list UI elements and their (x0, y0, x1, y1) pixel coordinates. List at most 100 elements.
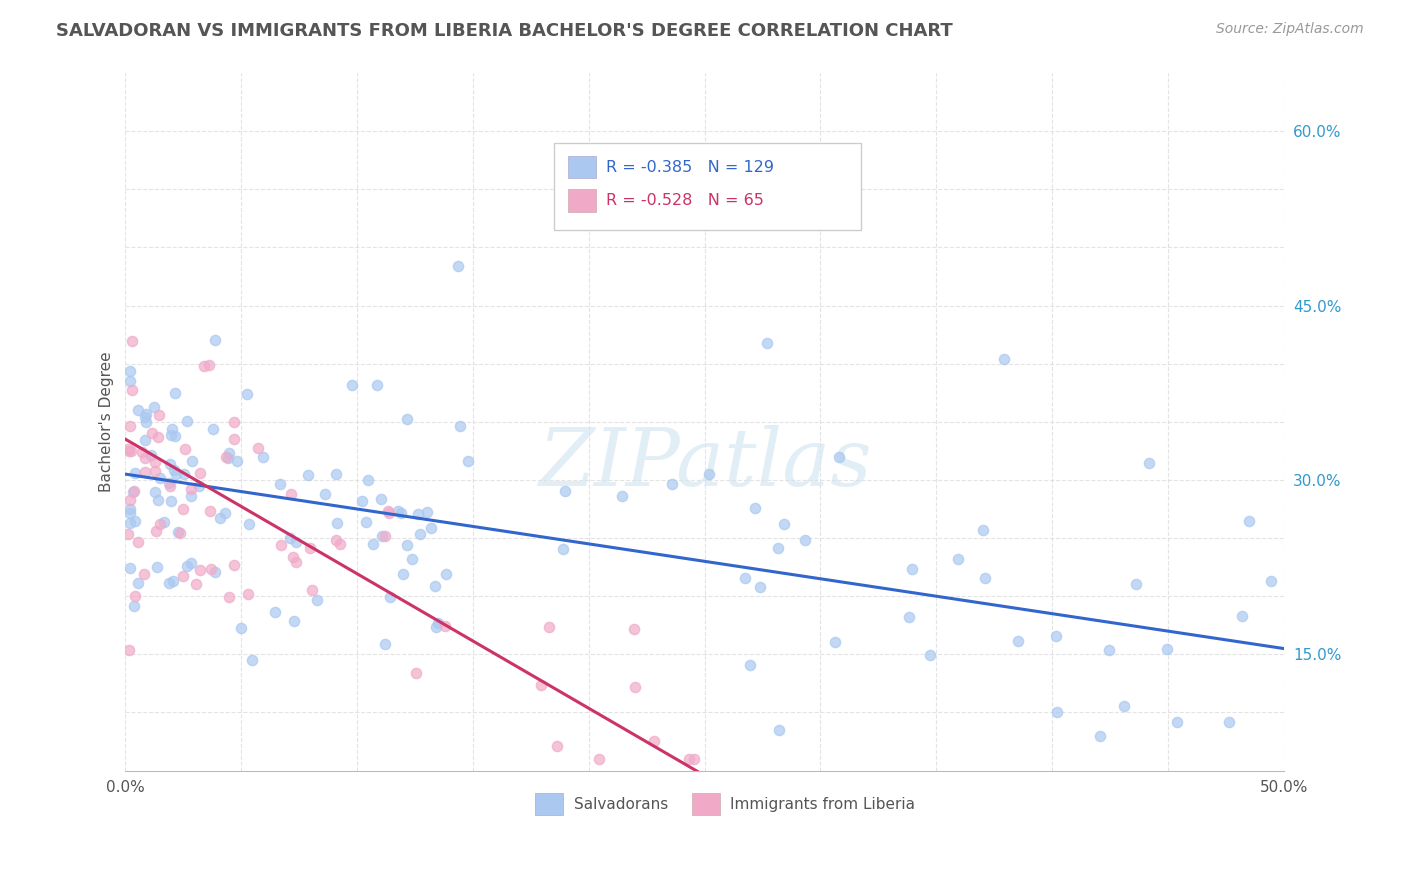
Point (766, 541, 789, 555)
Point (134, 409, 156, 424)
Point (120, 444, 142, 458)
Point (340, 377, 363, 392)
Point (224, 415, 246, 429)
Point (993, 352, 1015, 367)
Point (538, 619, 561, 633)
FancyBboxPatch shape (536, 793, 564, 815)
Point (449, 418, 471, 433)
Point (176, 414, 198, 428)
Point (169, 526, 191, 541)
Point (392, 567, 415, 582)
Point (139, 448, 162, 462)
Text: R = -0.385   N = 129: R = -0.385 N = 129 (606, 160, 775, 175)
Point (1237, 514, 1260, 528)
Point (401, 552, 423, 566)
Text: ZIPatlas: ZIPatlas (537, 425, 872, 502)
Point (172, 568, 194, 582)
Point (152, 515, 174, 529)
Point (1125, 576, 1147, 591)
Point (173, 467, 195, 482)
Point (354, 515, 377, 529)
Point (378, 591, 401, 605)
Point (246, 442, 269, 456)
Point (1218, 714, 1240, 729)
Point (224, 432, 246, 446)
Point (683, 752, 706, 766)
Point (124, 589, 146, 603)
Point (554, 483, 576, 498)
Point (238, 587, 260, 601)
Point (143, 455, 166, 469)
Point (143, 485, 166, 500)
Point (159, 479, 181, 493)
Point (148, 408, 170, 422)
Point (329, 537, 352, 551)
Point (697, 467, 720, 482)
Point (284, 534, 307, 549)
FancyBboxPatch shape (568, 156, 596, 178)
Point (134, 450, 156, 465)
Point (118, 642, 141, 657)
Point (773, 517, 796, 532)
Point (610, 489, 633, 503)
Point (1098, 643, 1121, 657)
Point (240, 653, 263, 667)
Point (425, 579, 447, 593)
Point (326, 516, 349, 531)
Point (357, 474, 380, 488)
Point (1045, 629, 1067, 643)
Point (204, 334, 226, 348)
Point (173, 442, 195, 457)
Point (226, 454, 249, 468)
Point (214, 506, 236, 520)
Point (163, 462, 186, 476)
Point (352, 494, 374, 508)
Point (142, 400, 165, 414)
Point (236, 387, 259, 401)
Point (269, 477, 291, 491)
Point (409, 527, 432, 541)
Point (973, 572, 995, 586)
Point (946, 552, 969, 566)
Point (222, 558, 245, 572)
Point (588, 752, 610, 766)
Point (121, 484, 143, 499)
Point (1137, 457, 1160, 471)
Point (215, 450, 238, 464)
Point (416, 505, 439, 519)
Point (201, 422, 224, 436)
Point (420, 521, 443, 535)
Point (283, 550, 305, 565)
Point (972, 524, 994, 538)
Point (447, 259, 470, 273)
Point (121, 334, 143, 348)
Point (314, 486, 336, 500)
Point (425, 620, 447, 634)
Point (373, 637, 395, 651)
Point (828, 450, 851, 464)
Point (824, 635, 846, 649)
Point (387, 503, 409, 517)
Point (141, 426, 163, 441)
Text: SALVADORAN VS IMMIGRANTS FROM LIBERIA BACHELOR'S DEGREE CORRELATION CHART: SALVADORAN VS IMMIGRANTS FROM LIBERIA BA… (56, 22, 953, 40)
Point (1156, 642, 1178, 657)
Point (159, 428, 181, 442)
Point (167, 525, 190, 540)
Point (378, 506, 401, 520)
Point (395, 412, 418, 426)
Point (145, 524, 167, 538)
Point (121, 383, 143, 397)
Point (738, 657, 761, 672)
Point (148, 471, 170, 485)
Point (366, 377, 388, 392)
Point (623, 622, 645, 636)
Point (193, 359, 215, 373)
Point (898, 610, 921, 624)
Point (124, 514, 146, 528)
Point (117, 442, 139, 457)
Point (325, 467, 347, 482)
Point (120, 502, 142, 516)
Point (160, 422, 183, 436)
Point (187, 479, 209, 493)
Point (1112, 698, 1135, 713)
